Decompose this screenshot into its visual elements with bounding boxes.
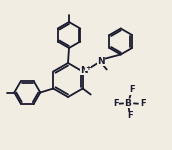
Text: F: F — [140, 99, 146, 108]
Text: F: F — [129, 85, 135, 94]
Text: B: B — [125, 99, 131, 108]
Text: N: N — [80, 66, 88, 75]
Text: F: F — [127, 111, 133, 120]
Text: +: + — [85, 64, 91, 70]
Text: F: F — [113, 99, 119, 108]
Text: N: N — [97, 57, 105, 66]
